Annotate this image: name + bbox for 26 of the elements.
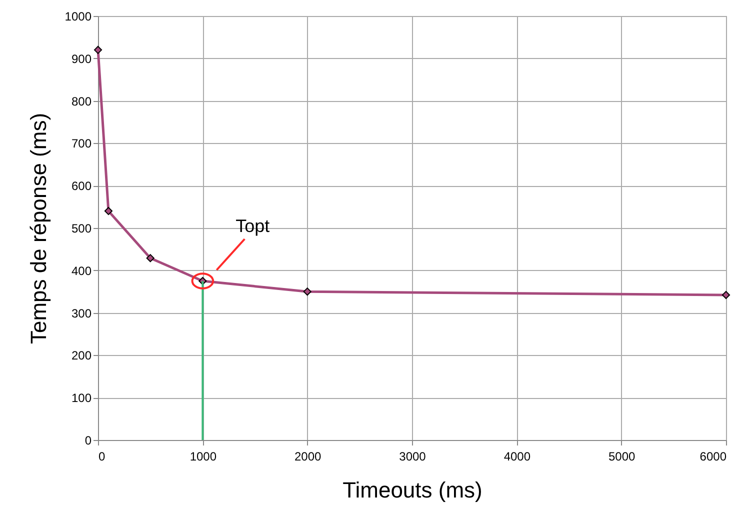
y-tick-label: 200 bbox=[71, 348, 92, 363]
point bbox=[146, 254, 154, 262]
y-tick-label: 700 bbox=[71, 136, 92, 151]
x-tick-label: 3000 bbox=[399, 450, 426, 464]
x-tick-label: 5000 bbox=[608, 450, 636, 464]
y-tick-label: 1000 bbox=[64, 10, 92, 24]
x-tick-label: 2000 bbox=[294, 450, 322, 464]
y-tick-label: 500 bbox=[71, 222, 92, 236]
x-tick-label: 6000 bbox=[700, 450, 727, 464]
point bbox=[722, 290, 730, 300]
y-tick-label: 0 bbox=[84, 434, 92, 448]
y-tick-label: 100 bbox=[71, 391, 92, 406]
x-tick-label: 1000 bbox=[190, 450, 217, 464]
y-tick-label: 900 bbox=[71, 52, 92, 66]
y-tick-label: 300 bbox=[71, 306, 92, 320]
point bbox=[94, 46, 102, 54]
x-tick-label: 4000 bbox=[504, 450, 531, 464]
point bbox=[104, 207, 113, 216]
y-axis-title: Temps de réponse (ms) bbox=[26, 112, 51, 344]
x-tick-label: 0 bbox=[98, 450, 106, 464]
y-tick-label: 400 bbox=[71, 264, 92, 278]
x-axis-title: Timeouts (ms) bbox=[342, 478, 482, 502]
y-tick-label: 600 bbox=[71, 179, 92, 194]
y-tick-label: 800 bbox=[71, 94, 92, 108]
annotation: Topt bbox=[236, 216, 270, 236]
point bbox=[303, 288, 312, 296]
